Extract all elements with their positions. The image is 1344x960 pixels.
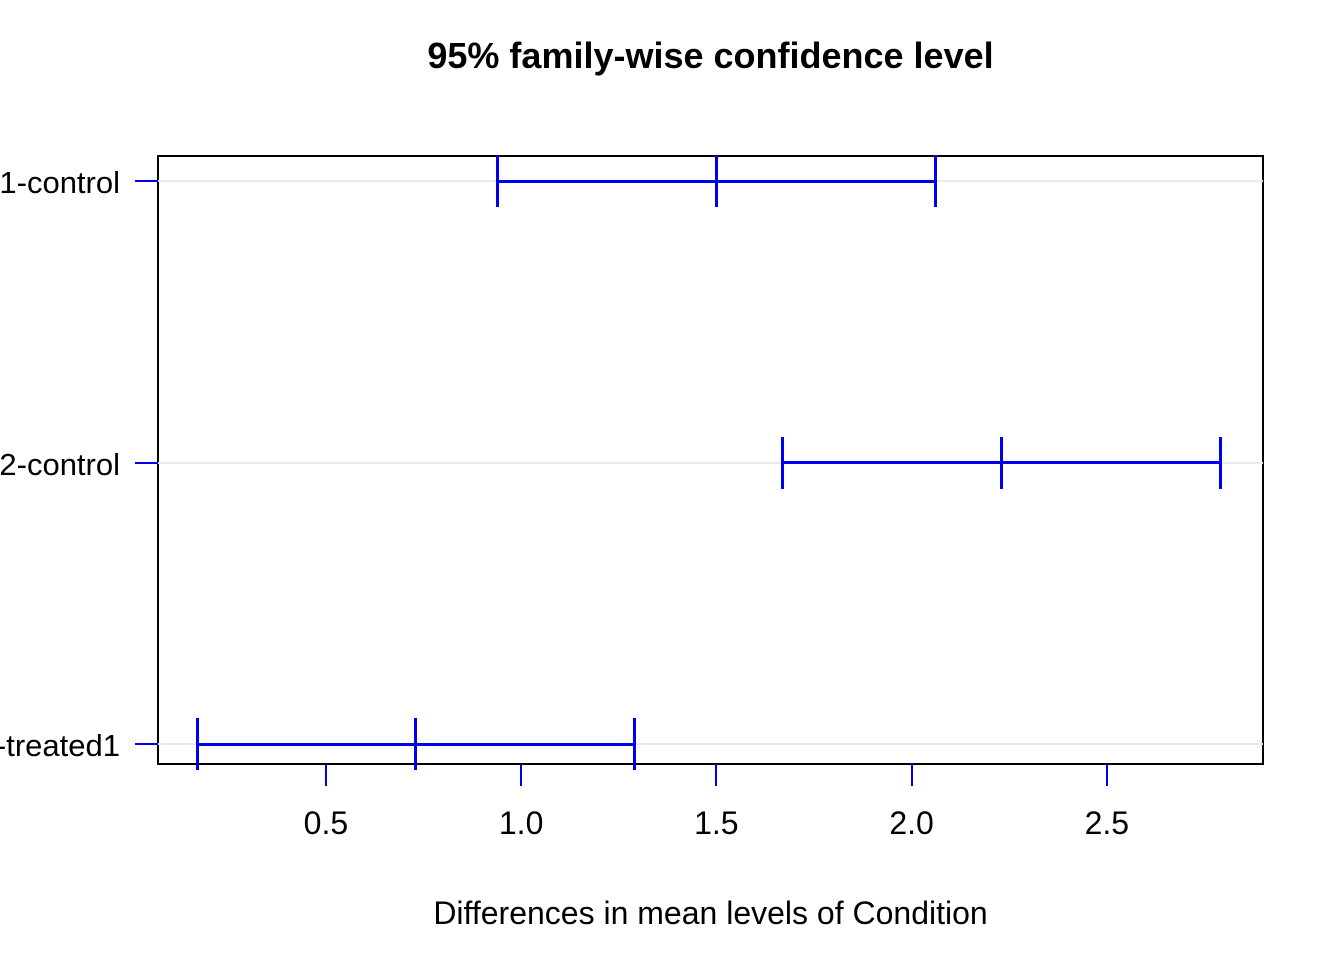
ci-endpoint-lower (496, 155, 500, 207)
x-axis-tick (1105, 764, 1108, 786)
ci-endpoint-lower (195, 718, 199, 770)
chart-title: 95% family-wise confidence level (427, 35, 994, 76)
ci-center-tick (999, 436, 1003, 489)
x-axis-tick (715, 764, 718, 786)
y-axis-label: -treated1 (0, 728, 120, 763)
y-axis-tick (135, 461, 158, 464)
x-tick-label: 0.5 (303, 805, 349, 841)
row-gridline (158, 461, 1263, 464)
ci-endpoint-upper (1218, 436, 1222, 489)
x-axis-tick (324, 764, 327, 786)
x-tick-label: 2.0 (889, 805, 934, 841)
ci-center-tick (414, 718, 418, 770)
x-axis-label: Differences in mean levels of Condition (433, 895, 988, 931)
row-gridline (158, 743, 1263, 745)
ci-center-tick (714, 155, 718, 207)
y-axis-label: 1-control (0, 165, 120, 200)
ci-endpoint-lower (781, 436, 785, 489)
y-axis-tick (135, 743, 158, 745)
x-tick-label: 1.5 (694, 805, 739, 841)
x-axis-tick (910, 764, 913, 786)
y-axis-label: 2-control (0, 446, 120, 482)
plot-area-box (157, 155, 1264, 765)
ci-endpoint-upper (632, 718, 636, 770)
y-axis-tick (135, 180, 158, 182)
x-tick-label: 2.5 (1084, 805, 1130, 841)
x-axis-tick (520, 764, 523, 786)
x-tick-label: 1.0 (498, 805, 544, 841)
ci-endpoint-upper (933, 155, 937, 207)
